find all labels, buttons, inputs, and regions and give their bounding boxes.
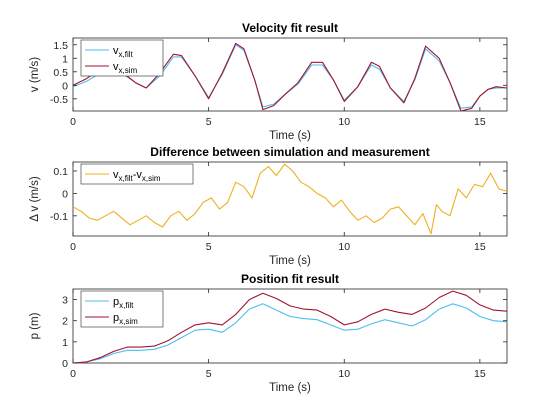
legend: vx,filt vx,sim xyxy=(80,39,164,77)
x-tick-label: 10 xyxy=(338,241,350,253)
y-tick-label: 1 xyxy=(62,53,68,65)
legend-label: vx,filt xyxy=(113,45,134,59)
series-line-p-x-sim xyxy=(73,290,507,363)
legend-box xyxy=(80,163,194,185)
x-tick-label: 5 xyxy=(206,116,212,128)
x-tick-label: 5 xyxy=(206,241,212,253)
y-tick-label: 0.5 xyxy=(53,67,68,79)
legend-box xyxy=(80,290,164,328)
x-tick-label: 15 xyxy=(474,241,486,253)
series-line-p-x-filt xyxy=(73,303,507,363)
chart-title: Difference between simulation and measur… xyxy=(150,145,429,159)
legend-label: vx,filt-vx,sim xyxy=(113,169,161,183)
position-fit-axes: 0 5 10 15 0 1 2 3 Position fit result Time (s) p (… xyxy=(29,272,508,394)
legend-box xyxy=(80,39,164,77)
x-tick-label: 0 xyxy=(70,116,76,128)
y-tick-label: -0.1 xyxy=(50,211,68,223)
series-line-v-x-sim xyxy=(73,42,507,111)
y-axis-label: p (m) xyxy=(29,312,41,339)
y-tick-label: 0 xyxy=(62,80,68,92)
y-tick-label: 1.5 xyxy=(53,40,68,52)
legend-label: px,sim xyxy=(113,312,138,326)
x-tick-label: 5 xyxy=(206,368,212,380)
x-tick-label: 10 xyxy=(338,116,350,128)
series-line-v-x-filt xyxy=(73,163,507,235)
chart-title: Velocity fit result xyxy=(242,21,338,35)
y-axis-label: v (m/s) xyxy=(29,57,41,92)
y-tick-label: 3 xyxy=(62,295,68,307)
x-tick-label: 0 xyxy=(70,241,76,253)
y-tick-label: -0.5 xyxy=(50,94,68,106)
y-tick-label: 0.1 xyxy=(53,166,68,178)
y-tick-label: 1 xyxy=(62,337,68,349)
y-tick-label: 2 xyxy=(62,316,68,328)
y-tick-label: 0 xyxy=(62,358,68,370)
legend-label: vx,sim xyxy=(113,61,138,75)
y-axis-label: Δ v (m/s) xyxy=(29,176,41,222)
x-tick-label: 15 xyxy=(474,116,486,128)
x-tick-label: 15 xyxy=(474,368,486,380)
x-axis-label: Time (s) xyxy=(269,382,311,394)
chart-title: Position fit result xyxy=(241,272,339,286)
legend: vx,filt-vx,sim xyxy=(80,163,194,185)
difference-axes: 0 5 10 15 -0.1 0 0.1 Difference between simulat… xyxy=(29,145,508,267)
y-tick-label: 0 xyxy=(62,188,68,200)
x-axis-label: Time (s) xyxy=(269,130,311,142)
x-tick-label: 0 xyxy=(70,368,76,380)
x-tick-label: 10 xyxy=(338,368,350,380)
legend-label: px,filt xyxy=(113,296,134,310)
x-axis-label: Time (s) xyxy=(269,255,311,267)
legend: px,filt px,sim xyxy=(80,290,164,328)
